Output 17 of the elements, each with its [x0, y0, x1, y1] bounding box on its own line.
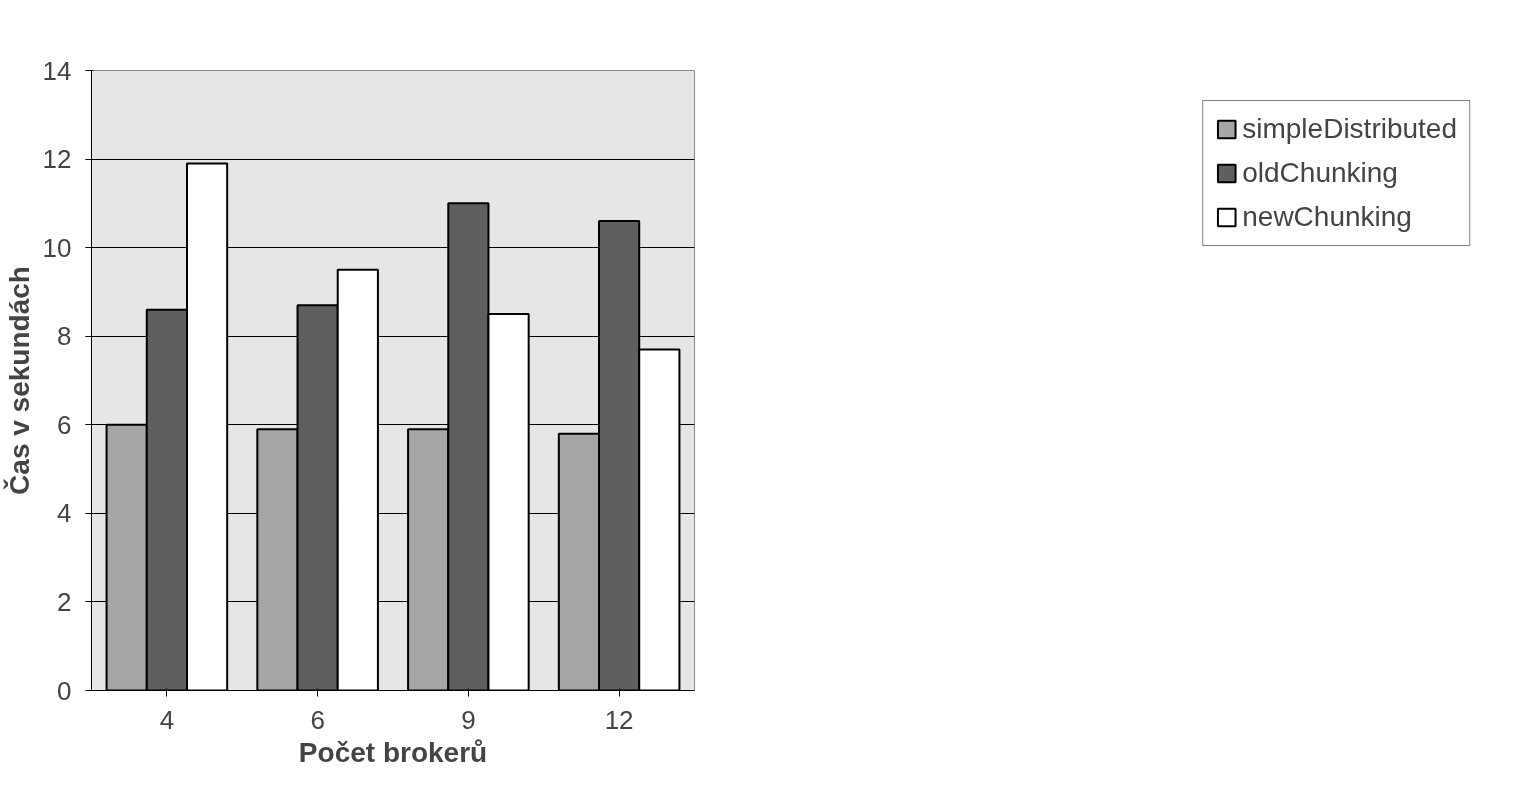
y-tick-label: 8 — [57, 321, 72, 352]
legend-label: oldChunking — [1242, 157, 1398, 189]
legend-label: newChunking — [1242, 201, 1412, 233]
y-tick-label: 12 — [42, 144, 72, 175]
y-tick-label: 10 — [42, 232, 72, 263]
x-axis-title: Počet brokerů — [298, 736, 488, 768]
x-tick-label: 12 — [604, 704, 634, 735]
y-tick-label: 14 — [42, 55, 72, 86]
legend-label: simpleDistributed — [1242, 113, 1457, 145]
y-tick-label: 4 — [57, 498, 72, 529]
y-tick-label: 2 — [57, 586, 72, 617]
x-tick-label: 4 — [159, 704, 175, 735]
x-tick-label: 9 — [461, 704, 476, 735]
y-tick-label: 0 — [57, 675, 72, 706]
x-tick-label: 6 — [310, 704, 325, 735]
y-tick-label: 6 — [57, 409, 72, 440]
y-axis-title: Čas v sekundách — [2, 266, 35, 495]
